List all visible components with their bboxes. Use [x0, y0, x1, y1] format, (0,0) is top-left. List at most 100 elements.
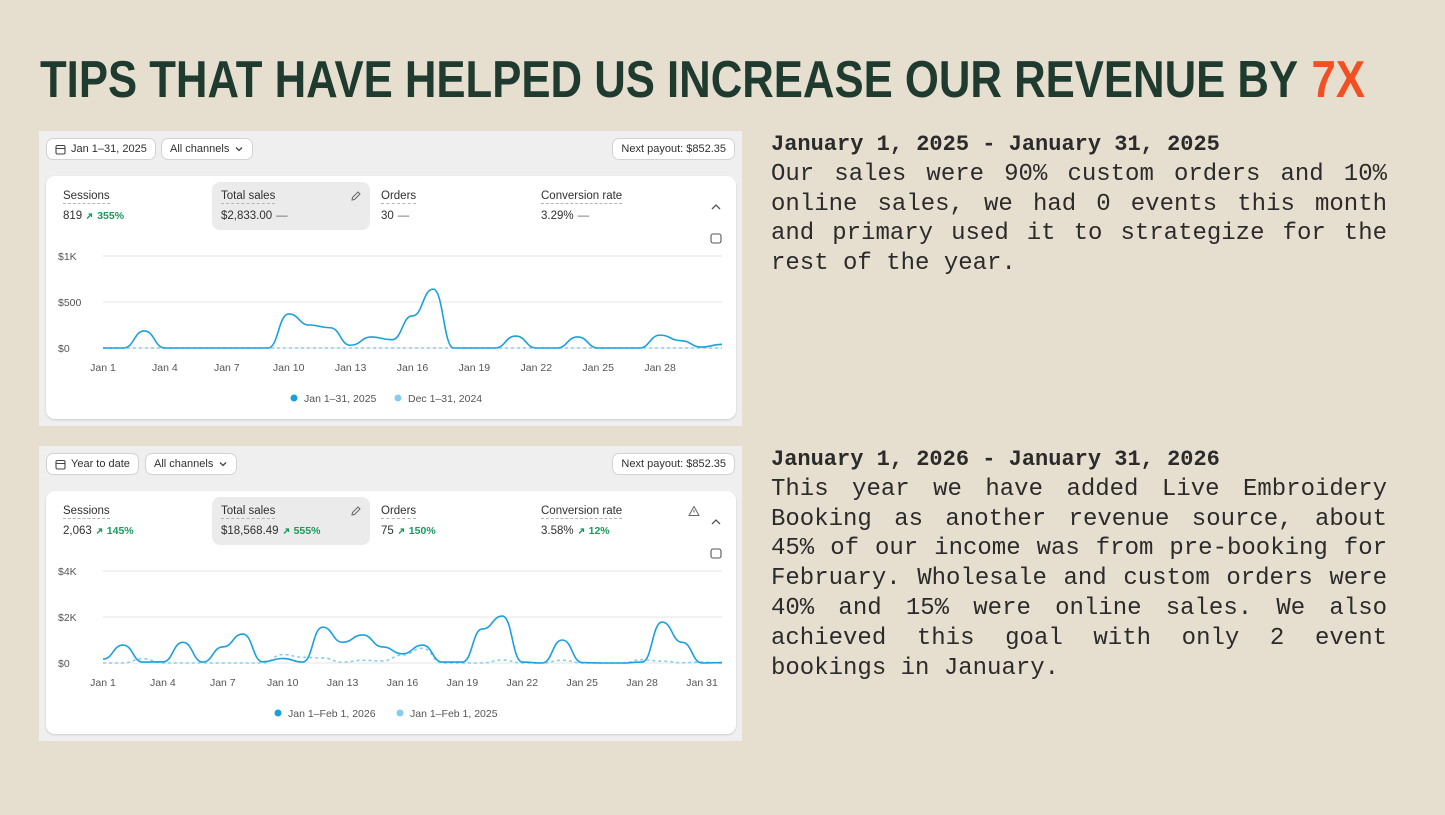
y-tick-label: $0	[58, 343, 70, 355]
metric[interactable]: Total sales $18,568.49 555%	[212, 497, 370, 545]
x-tick-label: Jan 16	[397, 362, 429, 374]
metric-label: Orders	[381, 190, 417, 204]
metric-row: 819 355%	[63, 210, 203, 222]
metric[interactable]: Conversion rate 3.58% 12%	[532, 497, 700, 545]
analytics-card: $0 $500 $1K Jan 1 Jan 4 Jan 7 Jan 10 Jan 13 Jan …	[46, 176, 736, 419]
channel-button[interactable]: All channels	[161, 138, 254, 160]
legend-dot	[274, 709, 282, 717]
metric-value: $2,833.00	[221, 210, 273, 222]
edit-icon	[351, 506, 361, 516]
x-tick-label: Jan 22	[507, 677, 539, 689]
metric-value: 3.58%	[541, 525, 574, 537]
trend-arrow	[283, 528, 289, 534]
metric-value: 30	[381, 210, 394, 222]
y-tick-label: $2K	[58, 612, 77, 624]
metric-value: 819	[63, 210, 83, 222]
legend-dot	[394, 394, 402, 402]
analytics-card: $0 $2K $4K Jan 1 Jan 4 Jan 7 Jan 10 Jan 13 Jan 1…	[46, 491, 736, 734]
chart-icon	[710, 233, 722, 244]
metric-row: 3.58% 12%	[541, 525, 681, 537]
title-text: TIPS THAT HAVE HELPED US INCREASE OUR RE…	[40, 51, 1298, 109]
x-tick-label: Jan 13	[327, 677, 359, 689]
chart: $0 $2K $4K Jan 1 Jan 4 Jan 7 Jan 10 Jan 13 Jan 1…	[58, 519, 723, 720]
trend-arrow	[96, 528, 102, 534]
series-line	[102, 647, 723, 664]
metric-change: 150%	[408, 525, 436, 537]
y-tick-label: $1K	[58, 251, 77, 263]
metric[interactable]: Sessions 2,063 145%	[54, 497, 212, 545]
x-tick-label: Jan 7	[214, 362, 240, 374]
title: TIPS THAT HAVE HELPED US INCREASE OUR RE…	[40, 51, 1365, 109]
x-tick-label: Jan 28	[644, 362, 676, 374]
x-tick-label: Jan 10	[267, 677, 299, 689]
x-tick-label: Jan 22	[521, 362, 553, 374]
metric[interactable]: Sessions 819 355%	[54, 182, 212, 230]
payout-button[interactable]: Next payout: $852.35	[612, 453, 735, 475]
note-body: This year we have added Live Embroidery …	[771, 475, 1387, 682]
x-tick-label: Jan 10	[273, 362, 305, 374]
metric-label: Sessions	[63, 190, 110, 204]
metric-value: 2,063	[63, 525, 92, 537]
metric[interactable]: Conversion rate 3.29% —	[532, 182, 690, 230]
metric-label: Sessions	[63, 505, 110, 519]
collapse-chevron	[711, 519, 721, 525]
metric-row: 30—	[381, 210, 521, 222]
legend-dot	[396, 709, 404, 717]
metric-change: —	[397, 210, 410, 222]
metric-value: $18,568.49	[221, 525, 279, 537]
note-body: Our sales were 90% custom orders and 10%…	[771, 160, 1387, 278]
x-tick-label: Jan 19	[459, 362, 491, 374]
metric-label: Conversion rate	[541, 505, 623, 519]
metric-row: $18,568.49 555%	[221, 525, 361, 537]
alert-icon	[688, 505, 700, 516]
metric[interactable]: Orders 30—	[372, 182, 530, 230]
chart-icon	[710, 548, 722, 559]
trend-arrow	[578, 528, 584, 534]
metric-change: —	[276, 210, 288, 222]
date-button[interactable]: Year to date	[46, 453, 139, 475]
metric-row: 3.29% —	[541, 210, 681, 222]
chart: $0 $500 $1K Jan 1 Jan 4 Jan 7 Jan 10 Jan 13 Jan …	[58, 204, 723, 405]
x-tick-label: Jan 7	[210, 677, 236, 689]
metric-label: Total sales	[221, 505, 276, 519]
payout-button[interactable]: Next payout: $852.35	[612, 138, 735, 160]
metric-label: Total sales	[221, 190, 276, 204]
metric-label: Conversion rate	[541, 190, 623, 204]
edit-icon	[351, 191, 361, 201]
metric-change: 12%	[588, 525, 610, 537]
title-highlight: 7X	[1312, 51, 1366, 109]
legend-label: Jan 1–31, 2025	[304, 393, 377, 405]
metric[interactable]: Total sales $2,833.00—	[212, 182, 370, 230]
metric-value: 75	[381, 525, 394, 537]
series-line	[102, 615, 723, 664]
note: January 1, 2025 - January 31, 2025 Our sa…	[771, 130, 1387, 279]
x-tick-label: Jan 13	[335, 362, 367, 374]
y-tick-label: $4K	[58, 566, 77, 578]
note: January 1, 2026 - January 31, 2026 This y…	[771, 445, 1387, 683]
x-tick-label: Jan 1	[90, 362, 116, 374]
metric-change: 355%	[97, 210, 125, 222]
date-button[interactable]: Jan 1–31, 2025	[46, 138, 156, 160]
trend-arrow	[398, 528, 404, 534]
x-tick-label: Jan 4	[150, 677, 176, 689]
note-heading: January 1, 2026 - January 31, 2026	[771, 447, 1220, 472]
note-heading: January 1, 2025 - January 31, 2025	[771, 132, 1220, 157]
x-tick-label: Jan 25	[582, 362, 614, 374]
y-tick-label: $0	[58, 658, 70, 670]
dashboard-panel: Jan 1–31, 2025 All channels Next payout: $…	[39, 131, 742, 426]
series-line	[102, 288, 723, 349]
date-range: Year to date	[71, 458, 130, 470]
chevron-icon	[219, 462, 227, 467]
y-tick-label: $500	[58, 297, 82, 309]
channel-button[interactable]: All channels	[145, 453, 238, 475]
calendar-icon	[55, 144, 66, 155]
x-tick-label: Jan 4	[152, 362, 178, 374]
collapse-chevron	[711, 204, 721, 210]
x-tick-label: Jan 28	[626, 677, 658, 689]
x-tick-label: Jan 16	[387, 677, 419, 689]
metric[interactable]: Orders 75 150%	[372, 497, 530, 545]
title-area: TIPS THAT HAVE HELPED US INCREASE OUR RE…	[40, 51, 1365, 109]
metric-change: —	[577, 210, 590, 222]
x-tick-label: Jan 19	[447, 677, 479, 689]
